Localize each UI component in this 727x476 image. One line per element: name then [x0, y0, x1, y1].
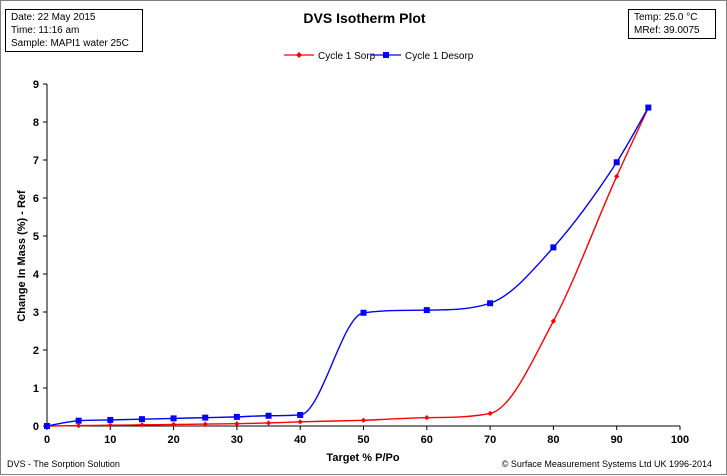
data-point-desorp: [645, 104, 652, 111]
data-point-sorp: [424, 415, 430, 421]
x-tick-label: 60: [421, 434, 433, 446]
legend-label-desorp: Cycle 1 Desorp: [405, 51, 474, 62]
plot-area: [44, 104, 652, 429]
legend: Cycle 1 Sorp Cycle 1 Desorp: [284, 51, 474, 62]
y-tick-label: 8: [33, 117, 39, 129]
legend-label-sorp: Cycle 1 Sorp: [318, 51, 376, 62]
x-tick-label: 10: [104, 434, 116, 446]
data-point-sorp: [107, 422, 113, 428]
data-point-desorp: [138, 416, 145, 423]
data-point-desorp: [202, 414, 209, 421]
time-text: Time: 11:16 am: [11, 25, 80, 36]
y-tick-label: 3: [33, 307, 39, 319]
data-point-sorp: [487, 410, 493, 417]
y-tick-label: 5: [33, 231, 39, 243]
legend-item-sorp: Cycle 1 Sorp: [284, 51, 376, 62]
data-point-sorp: [297, 419, 303, 425]
conditions-box: Temp: 25.0 °C MRef: 39.0075: [628, 9, 716, 39]
x-tick-label: 40: [294, 434, 306, 446]
data-point-sorp: [76, 423, 82, 429]
x-tick-label: 50: [357, 434, 369, 446]
legend-item-desorp: Cycle 1 Desorp: [371, 51, 474, 62]
data-point-desorp: [360, 309, 367, 316]
series-line-sorp: [46, 107, 649, 427]
data-point-sorp: [360, 417, 367, 423]
y-tick-label: 6: [33, 193, 39, 205]
x-axis-label: Target % P/Po: [326, 452, 399, 464]
data-point-desorp: [487, 300, 494, 307]
sample-text: Sample: MAPI1 water 25C: [11, 38, 129, 49]
data-point-sorp: [550, 318, 556, 324]
copyright-text: © Surface Measurement Systems Ltd UK 199…: [501, 459, 712, 469]
data-point-sorp: [139, 422, 145, 428]
x-tick-label: 80: [547, 434, 559, 446]
data-point-sorp: [265, 420, 272, 426]
data-point-sorp: [171, 421, 177, 428]
y-tick-label: 2: [33, 345, 39, 357]
data-point-sorp: [614, 173, 620, 179]
y-tick-label: 4: [33, 269, 40, 281]
date-text: Date: 22 May 2015: [11, 12, 96, 23]
data-point-desorp: [107, 416, 114, 423]
x-tick-label: 70: [484, 434, 496, 446]
y-tick-label: 1: [33, 383, 39, 395]
y-axis-label: Change In Mass (%) - Ref: [16, 190, 28, 322]
footer-left-text: DVS - The Sorption Solution: [7, 459, 120, 469]
data-point-desorp: [75, 417, 82, 424]
x-tick-label: 20: [167, 434, 179, 446]
data-point-sorp: [202, 421, 208, 427]
data-point-desorp: [265, 412, 272, 419]
data-point-desorp: [550, 244, 557, 251]
data-point-desorp: [613, 159, 620, 166]
x-tick-label: 100: [671, 434, 689, 446]
y-tick-label: 9: [33, 79, 39, 91]
y-tick-label: 7: [33, 155, 39, 167]
x-tick-label: 90: [611, 434, 623, 446]
temp-text: Temp: 25.0 °C: [634, 12, 698, 23]
data-point-desorp: [44, 423, 50, 429]
data-point-desorp: [423, 307, 430, 314]
sample-info-box: Date: 22 May 2015 Time: 11:16 am Sample:…: [5, 9, 143, 52]
x-tick-label: 0: [44, 434, 50, 446]
data-point-desorp: [170, 415, 177, 422]
data-point-desorp: [297, 411, 304, 418]
mref-text: MRef: 39.0075: [634, 25, 700, 36]
x-tick-label: 30: [231, 434, 243, 446]
y-tick-label: 0: [33, 421, 39, 433]
series-line-desorp: [46, 107, 649, 427]
data-point-desorp: [233, 413, 240, 420]
data-point-sorp: [234, 421, 240, 427]
chart-title: DVS Isotherm Plot: [303, 10, 426, 26]
